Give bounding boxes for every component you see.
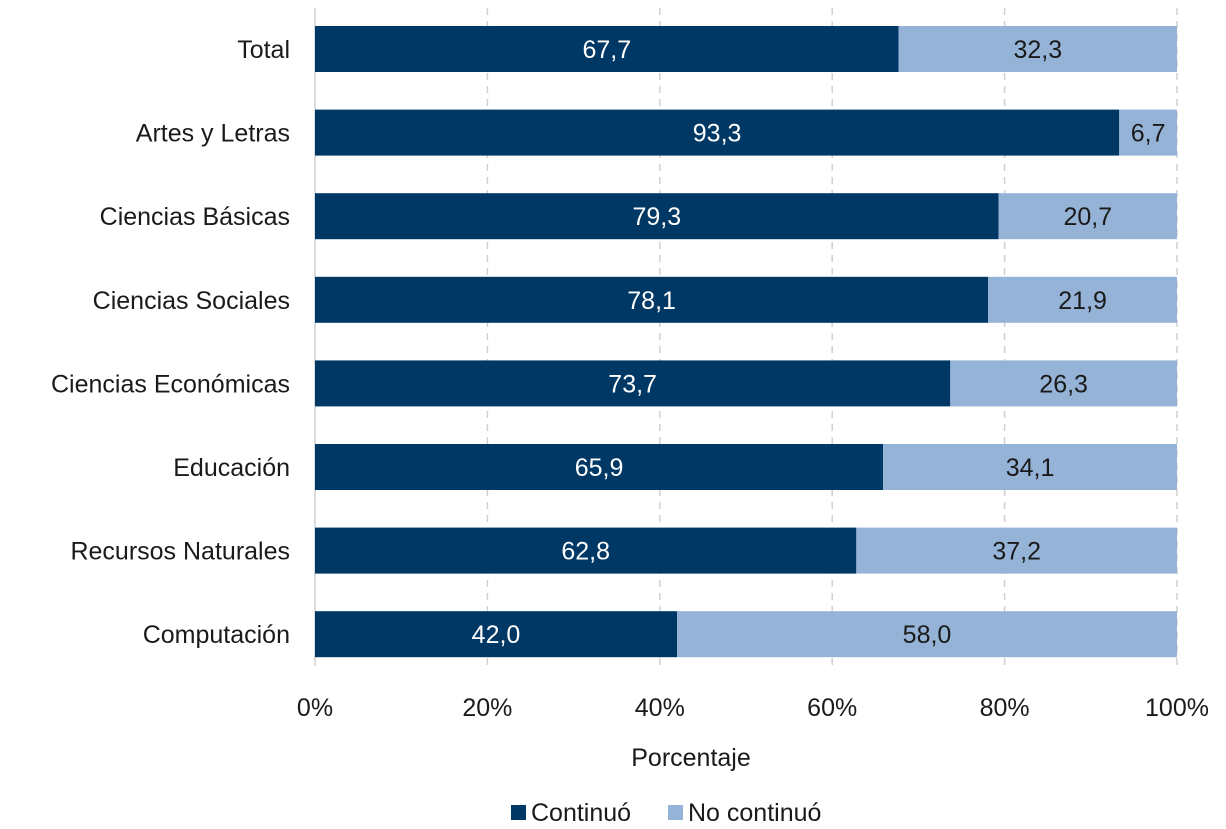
x-tick-label: 100% (1145, 694, 1209, 722)
x-tick-label: 20% (462, 694, 512, 722)
data-label: 93,3 (693, 120, 742, 148)
category-label: Artes y Letras (136, 120, 290, 148)
category-label: Recursos Naturales (70, 538, 290, 566)
category-label: Total (237, 36, 290, 64)
legend: Continuó No continuó (511, 799, 821, 827)
data-label: 32,3 (1013, 36, 1062, 64)
category-label: Ciencias Básicas (100, 203, 290, 231)
legend-swatch (511, 805, 526, 820)
data-label: 67,7 (582, 36, 631, 64)
x-tick-label: 60% (807, 694, 857, 722)
bar-segment (998, 193, 1177, 240)
bar-segment (315, 360, 951, 407)
data-label: 37,2 (992, 538, 1041, 566)
x-axis-title: Porcentaje (631, 744, 751, 772)
data-label: 58,0 (903, 621, 952, 649)
category-label: Ciencias Sociales (93, 287, 290, 315)
data-label: 20,7 (1063, 203, 1112, 231)
data-label: 73,7 (608, 370, 657, 398)
bar-segment (315, 444, 884, 490)
bar-segment (315, 193, 999, 240)
data-label: 6,7 (1131, 120, 1166, 148)
bar-segment (988, 276, 1177, 323)
bar-segment (315, 527, 857, 574)
bar-segment (856, 527, 1177, 574)
bar-segment (883, 444, 1177, 490)
data-label: 65,9 (575, 454, 624, 482)
data-label: 79,3 (632, 203, 681, 231)
data-label: 42,0 (472, 621, 521, 649)
category-label: Ciencias Económicas (51, 370, 290, 398)
category-labels: Total Artes y Letras Ciencias Básicas Cienc… (51, 36, 290, 649)
legend-swatch (668, 805, 683, 820)
x-tick-labels: 0% 20% 40% 60% 80% 100% (297, 694, 1209, 722)
category-label: Educación (173, 454, 290, 482)
data-label: 26,3 (1039, 370, 1088, 398)
x-tick-label: 80% (980, 694, 1030, 722)
bar-segment (315, 26, 899, 72)
data-label: 62,8 (561, 538, 610, 566)
bar-segment (898, 26, 1177, 72)
bar-segment (315, 276, 989, 323)
bar-segment (677, 611, 1177, 658)
category-label: Computación (143, 621, 290, 649)
x-tick-label: 40% (635, 694, 685, 722)
bar-segment (1119, 109, 1177, 156)
bar-segment (950, 360, 1177, 407)
bar-segment (315, 611, 678, 658)
data-label: 78,1 (627, 287, 676, 315)
bar-segment (315, 109, 1120, 156)
bars: 67,7 32,3 93,3 6,7 79,3 20,7 78,1 21,9 73,7 26,3 6… (315, 26, 1177, 658)
legend-label: Continuó (531, 799, 631, 827)
legend-label: No continuó (688, 799, 821, 827)
data-label: 34,1 (1006, 454, 1055, 482)
x-tick-label: 0% (297, 694, 333, 722)
data-label: 21,9 (1058, 287, 1107, 315)
